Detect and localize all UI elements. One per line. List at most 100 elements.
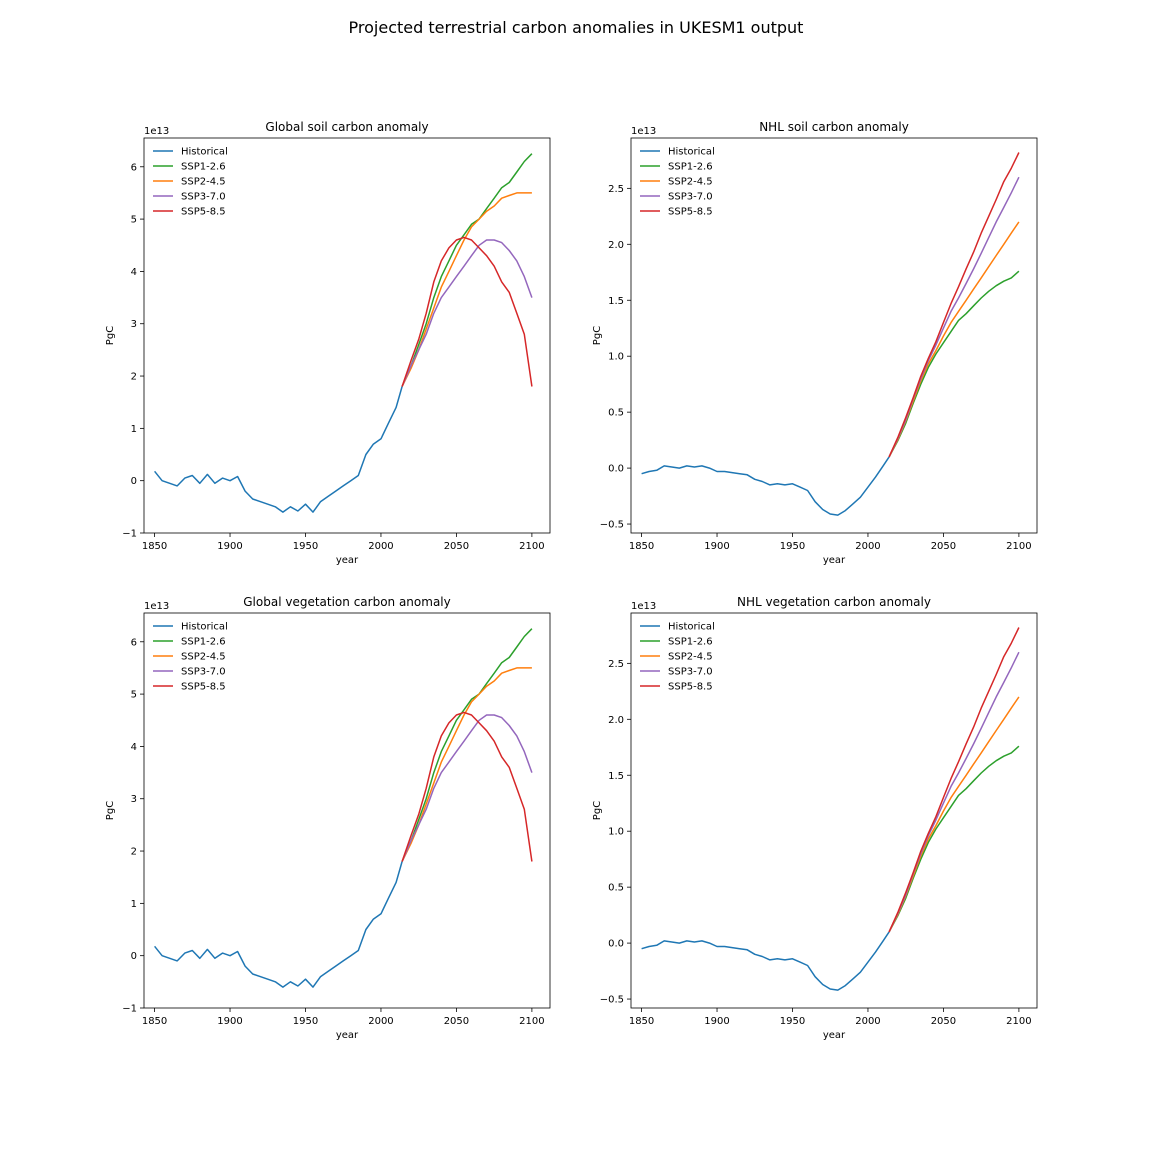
y-tick-label: 4 [131, 742, 137, 753]
x-tick-label: 1850 [629, 541, 654, 552]
series-line-ssp1-2-6 [888, 270, 1020, 458]
legend-label: SSP3-7.0 [181, 667, 226, 678]
series-line-ssp1-2-6 [888, 745, 1020, 933]
y-tick-label: 2.0 [608, 240, 624, 251]
series-line-historical [154, 861, 403, 988]
axes-frame [143, 137, 551, 534]
y-tick-label: 0 [131, 476, 137, 487]
legend-label: SSP3-7.0 [668, 667, 713, 678]
axes-frame [630, 612, 1038, 1009]
series-line-ssp1-2-6 [401, 628, 533, 862]
x-tick-label: 1950 [293, 1016, 318, 1027]
series-line-ssp2-4-5 [401, 667, 532, 862]
series-line-historical [641, 456, 890, 516]
axes-frame [143, 612, 551, 1009]
x-tick-label: 2050 [444, 1016, 469, 1027]
x-tick-label: 1900 [217, 1016, 242, 1027]
legend-label: SSP5-8.5 [181, 207, 226, 218]
series-line-ssp5-8-5 [401, 236, 533, 387]
y-tick-label: 6 [131, 162, 137, 173]
y-tick-label: 0.5 [608, 408, 624, 419]
y-tick-label: 1.5 [608, 771, 624, 782]
y-tick-label: 5 [131, 215, 137, 226]
y-axis-label: PgC [592, 801, 603, 820]
x-tick-label: 1900 [704, 541, 729, 552]
series-line-ssp3-7-0 [401, 714, 533, 862]
legend-label: Historical [181, 622, 228, 633]
x-tick-label: 1950 [780, 1016, 805, 1027]
series-line-ssp2-4-5 [888, 221, 1020, 458]
series-line-ssp2-4-5 [888, 696, 1020, 933]
legend-label: SSP1-2.6 [668, 637, 713, 648]
y-axis-label: PgC [105, 326, 116, 345]
chart-panel-2: NHL soil carbon anomaly 1e13 1850 1900 1950 2… [592, 120, 1038, 566]
legend-label: SSP2-4.5 [181, 177, 226, 188]
x-tick-label: 2050 [931, 1016, 956, 1027]
series-line-ssp1-2-6 [401, 153, 533, 387]
panel-title: NHL vegetation carbon anomaly [737, 595, 931, 609]
x-tick-label: 2100 [519, 541, 544, 552]
x-tick-label: 1850 [142, 1016, 167, 1027]
legend-label: SSP2-4.5 [181, 652, 226, 663]
y-tick-label: 6 [131, 637, 137, 648]
x-tick-label: 2050 [444, 541, 469, 552]
legend-label: Historical [668, 622, 715, 633]
chart-panel-4: NHL vegetation carbon anomaly 1e13 1850 190… [592, 595, 1038, 1041]
y-tick-label: 1 [131, 424, 137, 435]
y-tick-label: 2.0 [608, 715, 624, 726]
x-tick-label: 2100 [1006, 1016, 1031, 1027]
legend-label: SSP3-7.0 [181, 192, 226, 203]
y-tick-label: 0.5 [608, 883, 624, 894]
y-tick-label: 2 [131, 372, 137, 383]
panel-title: Global vegetation carbon anomaly [243, 595, 450, 609]
legend-label: SSP2-4.5 [668, 652, 713, 663]
x-tick-label: 1950 [293, 541, 318, 552]
legend-label: SSP1-2.6 [668, 162, 713, 173]
y-tick-label: 0 [131, 951, 137, 962]
x-tick-label: 2000 [368, 541, 393, 552]
y-tick-label: −0.5 [600, 520, 624, 531]
legend-label: SSP2-4.5 [668, 177, 713, 188]
y-tick-label: 2.5 [608, 659, 624, 670]
figure-title: Projected terrestrial carbon anomalies i… [348, 18, 804, 37]
y-axis-label: PgC [592, 326, 603, 345]
y-tick-label: 1.0 [608, 827, 624, 838]
series-line-ssp5-8-5 [888, 627, 1020, 933]
x-tick-label: 2000 [368, 1016, 393, 1027]
series-line-historical [154, 386, 403, 513]
x-tick-label: 1900 [217, 541, 242, 552]
series-line-ssp2-4-5 [401, 192, 532, 387]
legend-label: Historical [668, 147, 715, 158]
legend-label: SSP5-8.5 [668, 207, 713, 218]
x-tick-label: 2000 [855, 541, 880, 552]
series-line-ssp5-8-5 [888, 152, 1020, 458]
panel-title: Global soil carbon anomaly [265, 120, 428, 134]
legend-label: SSP1-2.6 [181, 162, 226, 173]
legend-label: SSP3-7.0 [668, 192, 713, 203]
x-tick-label: 1950 [780, 541, 805, 552]
x-tick-label: 1850 [629, 1016, 654, 1027]
series-line-ssp5-8-5 [401, 711, 533, 862]
x-axis-label: year [336, 1030, 359, 1041]
x-axis-label: year [823, 1030, 846, 1041]
x-tick-label: 2100 [519, 1016, 544, 1027]
y-tick-label: 4 [131, 267, 137, 278]
offset-label: 1e13 [144, 601, 169, 612]
x-tick-label: 2050 [931, 541, 956, 552]
y-tick-label: −1 [122, 529, 137, 540]
chart-panel-1: Global soil carbon anomaly 1e13 1850 1900 19… [105, 120, 551, 566]
series-line-ssp3-7-0 [401, 239, 533, 387]
x-axis-label: year [823, 555, 846, 566]
panel-title: NHL soil carbon anomaly [759, 120, 909, 134]
y-tick-label: −0.5 [600, 995, 624, 1006]
y-tick-label: 0.0 [608, 939, 624, 950]
legend-label: Historical [181, 147, 228, 158]
legend-label: SSP5-8.5 [181, 682, 226, 693]
y-tick-label: 3 [131, 319, 137, 330]
x-axis-label: year [336, 555, 359, 566]
y-tick-label: −1 [122, 1004, 137, 1015]
legend-label: SSP5-8.5 [668, 682, 713, 693]
y-tick-label: 0.0 [608, 464, 624, 475]
offset-label: 1e13 [631, 126, 656, 137]
